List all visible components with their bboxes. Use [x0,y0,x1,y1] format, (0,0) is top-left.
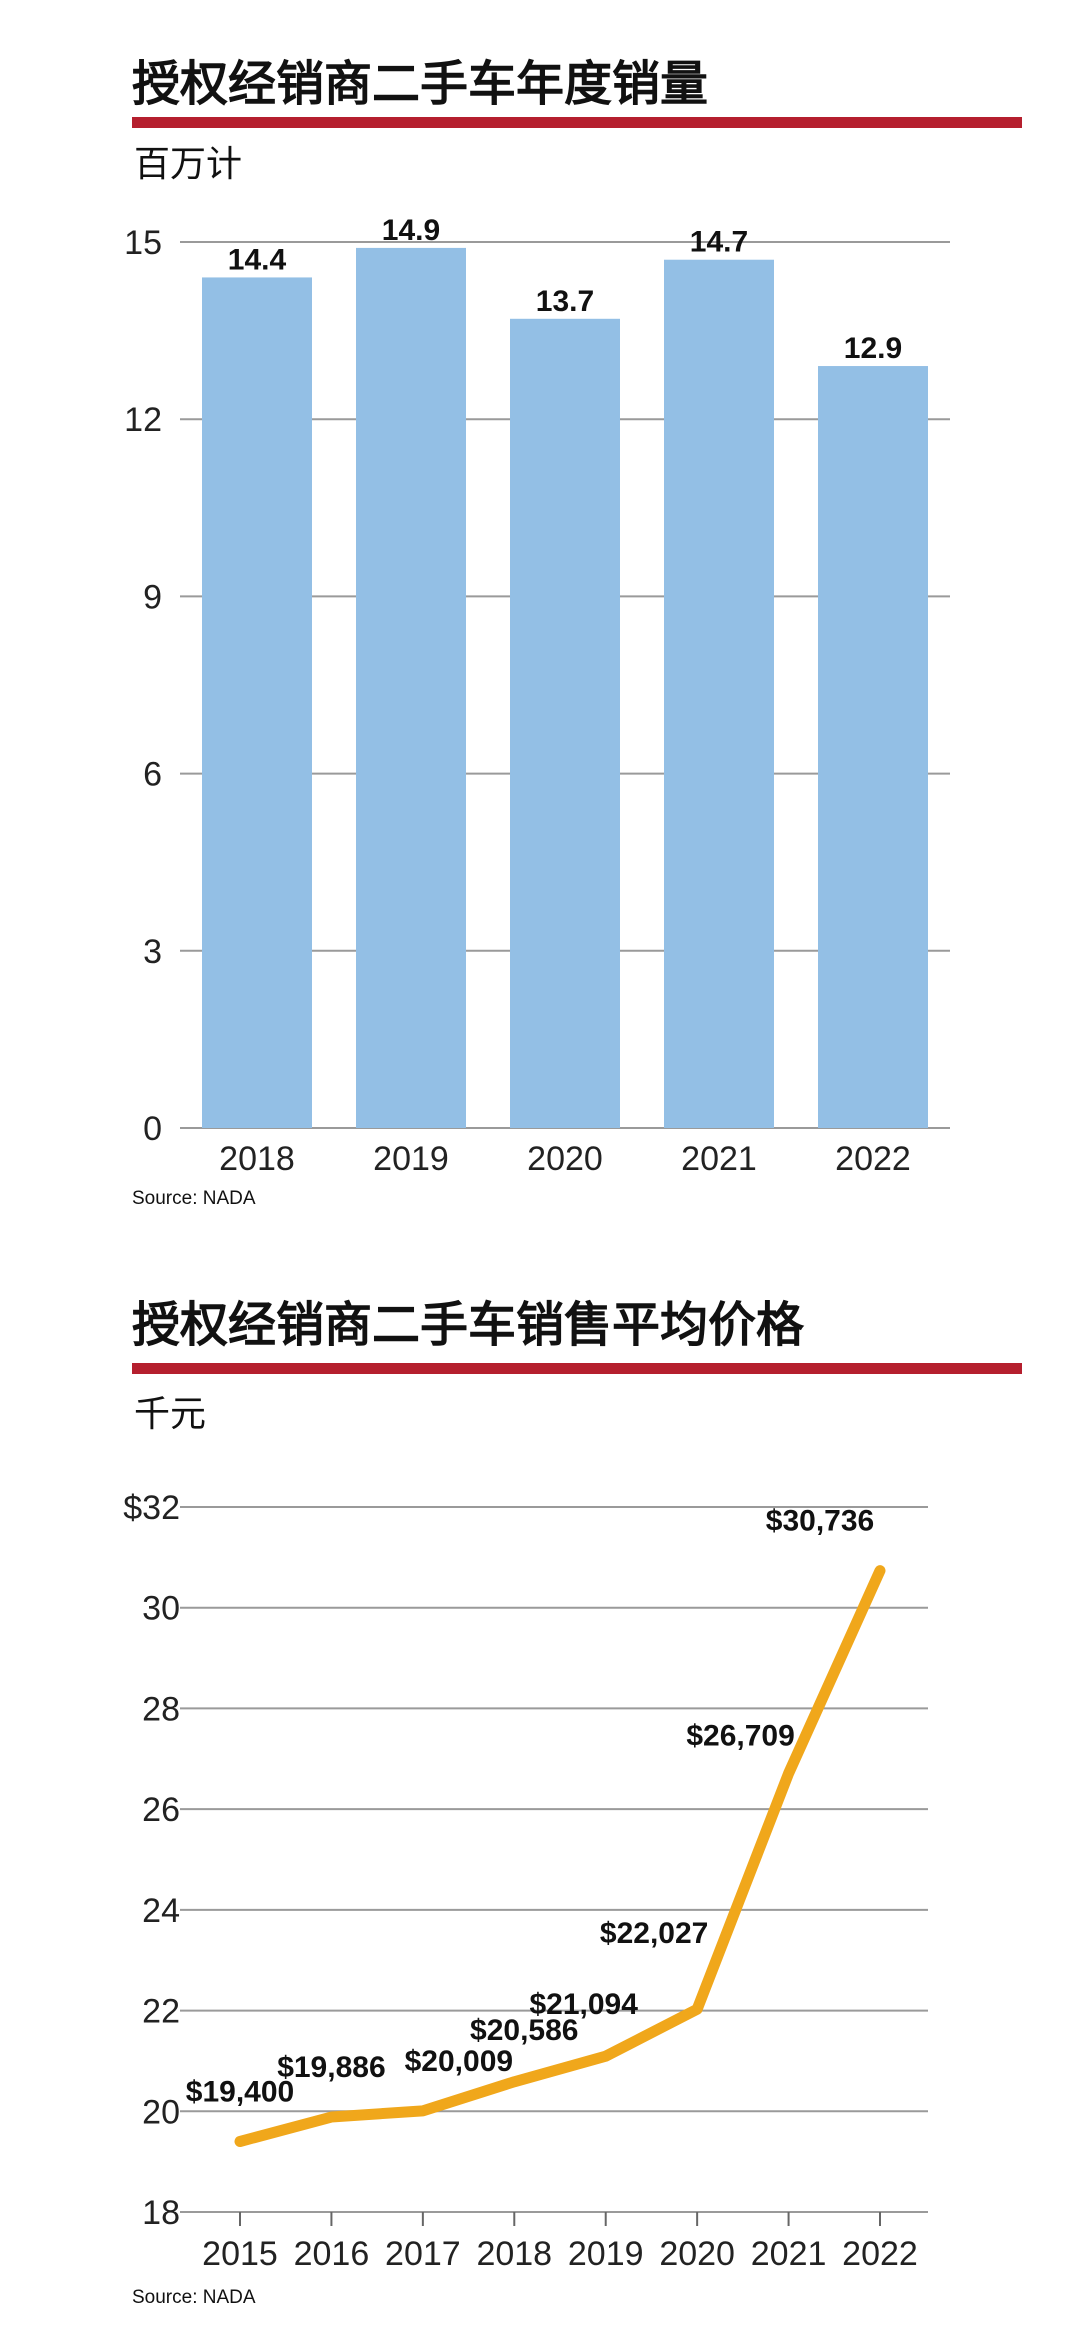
line-series [234,1565,886,2147]
line-point [783,1768,794,1779]
line-chart-source: Source: NADA [132,2287,256,2308]
line-y-tick-label: $32 [123,1489,180,1527]
bar-x-tick-label: 2020 [527,1140,603,1178]
bar-x-tick-label: 2022 [835,1140,911,1178]
bar-value-label: 14.7 [690,226,748,259]
line-x-tick-label: 2017 [385,2235,461,2273]
bar-x-tick-label: 2019 [373,1140,449,1178]
line-x-tick-label: 2022 [842,2235,918,2273]
line-value-label: $19,886 [277,2051,385,2084]
line-point [600,2051,611,2062]
bar [664,259,774,1129]
line-value-label: $22,027 [600,1917,708,1950]
bar [818,366,928,1128]
bar [202,277,312,1128]
line-value-label: $21,094 [529,1988,638,2021]
bar-y-tick-label: 12 [124,401,162,439]
line-x-tick-label: 2020 [659,2235,735,2273]
line-point [235,2136,245,2147]
line-x-tick-label: 2021 [751,2235,827,2273]
line-y-tick-label: 26 [142,1791,180,1829]
bar [356,247,466,1128]
bar-chart-source: Source: NADA [132,1188,256,1209]
line-y-tick-label: 20 [142,2093,180,2131]
line-chart-unit: 千元 [134,1394,207,1435]
bar-value-label: 14.9 [382,214,440,247]
bar-chart-title: 授权经销商二手车年度销量 [132,56,709,112]
line-point [326,2112,337,2123]
bar-y-tick-label: 15 [124,224,162,262]
bar [510,318,620,1128]
line-x-tick-label: 2015 [202,2235,278,2273]
line-value-label: $19,400 [186,2076,294,2109]
line-value-label: $20,586 [470,2014,578,2047]
bar-x-tick-label: 2018 [219,1140,295,1178]
line-y-tick-label: 30 [142,1590,180,1628]
line-y-tick-label: 22 [142,1993,180,2031]
line-point [417,2105,428,2116]
line-point [875,1565,885,1576]
line-value-label: $30,736 [766,1505,874,1538]
line-y-tick-label: 18 [142,2194,180,2232]
line-y-tick-label: 24 [142,1892,180,1930]
line-x-tick-label: 2016 [294,2235,370,2273]
bar-x-tick-label: 2021 [681,1140,757,1178]
line-chart-title-rule [132,1363,1022,1374]
line-point [509,2076,520,2087]
bar-y-tick-label: 6 [143,756,162,794]
bar-chart-title-rule [132,117,1022,128]
line-point [692,2004,703,2015]
bar-value-label: 14.4 [228,243,287,276]
bar-value-label: 12.9 [844,332,902,365]
bar-value-label: 13.7 [536,285,594,318]
line-value-label: $26,709 [686,1719,794,1752]
bar-y-tick-label: 3 [143,933,162,971]
bar-chart-unit: 百万计 [134,144,243,185]
bar-y-tick-label: 0 [143,1110,162,1148]
bar-chart: 0 3 6 9 12 15 14.4 2018 14.9 2019 13.7 2020 14.7 2021… [124,214,950,1178]
bar-y-tick-label: 9 [143,578,162,616]
line-x-tick-label: 2019 [568,2235,644,2273]
line-y-tick-label: 28 [142,1690,180,1728]
line-value-label: $20,009 [405,2045,513,2078]
line-chart-title: 授权经销商二手车销售平均价格 [132,1297,805,1353]
line-x-tick-label: 2018 [476,2235,552,2273]
